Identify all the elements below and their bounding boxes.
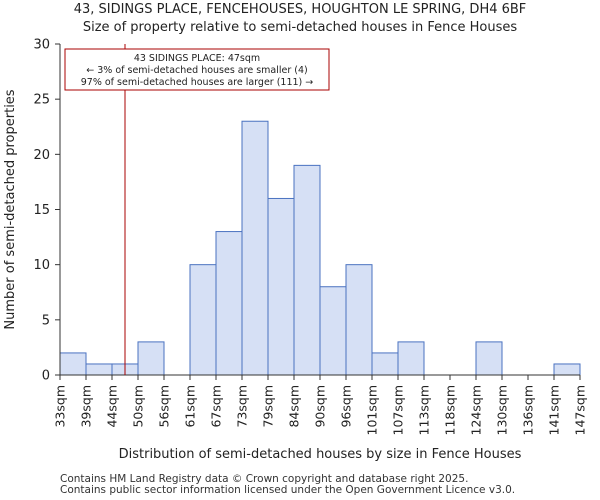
y-tick-label-15: 15 xyxy=(33,203,50,218)
x-tick-label-147sqm: 147sqm xyxy=(573,385,588,435)
annotation-line-3: 97% of semi-detached houses are larger (… xyxy=(81,77,314,88)
bar-84sqm xyxy=(293,164,321,376)
y-tick-label-30: 30 xyxy=(33,38,50,53)
y-tick-label-10: 10 xyxy=(33,258,50,273)
bar-61sqm xyxy=(189,264,217,376)
annotation-frame xyxy=(64,48,330,91)
y-tick-label-20: 20 xyxy=(33,148,50,163)
bar-79sqm xyxy=(267,197,295,376)
x-ticks-group: 33sqm 39sqm 44sqm 50sqm 56sqm 61sqm 67sqm 73sqm… xyxy=(53,375,588,435)
x-tick-label-90sqm: 90sqm xyxy=(313,385,328,428)
bar-141sqm xyxy=(553,363,581,376)
bar-33sqm xyxy=(59,352,87,376)
x-tick-label-39sqm: 39sqm xyxy=(79,385,94,428)
x-tick-label-136sqm: 136sqm xyxy=(521,385,536,435)
bar-101sqm xyxy=(371,352,399,376)
x-tick-label-67sqm: 67sqm xyxy=(209,385,224,428)
x-tick-label-56sqm: 56sqm xyxy=(157,385,172,428)
footer-line-1: Contains HM Land Registry data © Crown c… xyxy=(60,473,469,485)
x-tick-label-73sqm: 73sqm xyxy=(235,385,250,428)
x-tick-label-130sqm: 130sqm xyxy=(495,385,510,435)
y-tick-label-25: 25 xyxy=(33,93,50,108)
x-tick-label-61sqm: 61sqm xyxy=(183,385,198,428)
bar-50sqm xyxy=(137,341,165,376)
x-tick-label-33sqm: 33sqm xyxy=(53,385,68,428)
x-tick-label-96sqm: 96sqm xyxy=(339,385,354,428)
annotation-box: 43 SIDINGS PLACE: 47sqm ← 3% of semi-det… xyxy=(64,48,330,91)
bar-107sqm xyxy=(397,341,425,376)
y-axis-label: Number of semi-detached properties xyxy=(3,89,18,329)
x-tick-label-44sqm: 44sqm xyxy=(105,385,120,428)
y-ticks-group: 0 5 10 15 20 25 30 xyxy=(33,38,60,384)
bar-124sqm xyxy=(475,341,503,376)
bar-73sqm xyxy=(241,120,269,376)
bar-39sqm xyxy=(85,363,113,376)
bars-group xyxy=(59,120,581,376)
bar-96sqm xyxy=(345,264,373,376)
x-tick-label-124sqm: 124sqm xyxy=(469,385,484,435)
x-tick-label-113sqm: 113sqm xyxy=(417,385,432,435)
x-tick-label-141sqm: 141sqm xyxy=(547,385,562,435)
x-tick-label-101sqm: 101sqm xyxy=(365,385,380,435)
x-tick-label-118sqm: 118sqm xyxy=(443,385,458,435)
x-tick-label-79sqm: 79sqm xyxy=(261,385,276,428)
x-axis-label: Distribution of semi-detached houses by … xyxy=(119,447,522,462)
annotation-line-1: 43 SIDINGS PLACE: 47sqm xyxy=(134,53,260,64)
bar-67sqm xyxy=(215,231,243,376)
footer-line-2: Contains public sector information licen… xyxy=(60,484,516,496)
chart-title: 43, SIDINGS PLACE, FENCEHOUSES, HOUGHTON… xyxy=(73,2,527,17)
x-tick-label-50sqm: 50sqm xyxy=(131,385,146,428)
x-tick-label-84sqm: 84sqm xyxy=(287,385,302,428)
y-tick-label-0: 0 xyxy=(42,369,50,384)
bar-90sqm xyxy=(319,286,347,376)
y-tick-label-5: 5 xyxy=(42,313,50,328)
annotation-line-2: ← 3% of semi-detached houses are smaller… xyxy=(86,65,307,76)
x-tick-label-107sqm: 107sqm xyxy=(391,385,406,435)
chart-subtitle: Size of property relative to semi-detach… xyxy=(82,20,518,35)
